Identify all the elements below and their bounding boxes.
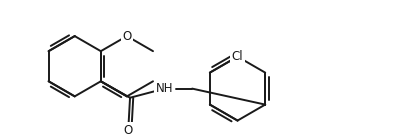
Text: O: O — [122, 30, 131, 43]
Text: NH: NH — [156, 82, 173, 95]
Text: O: O — [124, 124, 133, 137]
Text: Cl: Cl — [232, 50, 244, 63]
